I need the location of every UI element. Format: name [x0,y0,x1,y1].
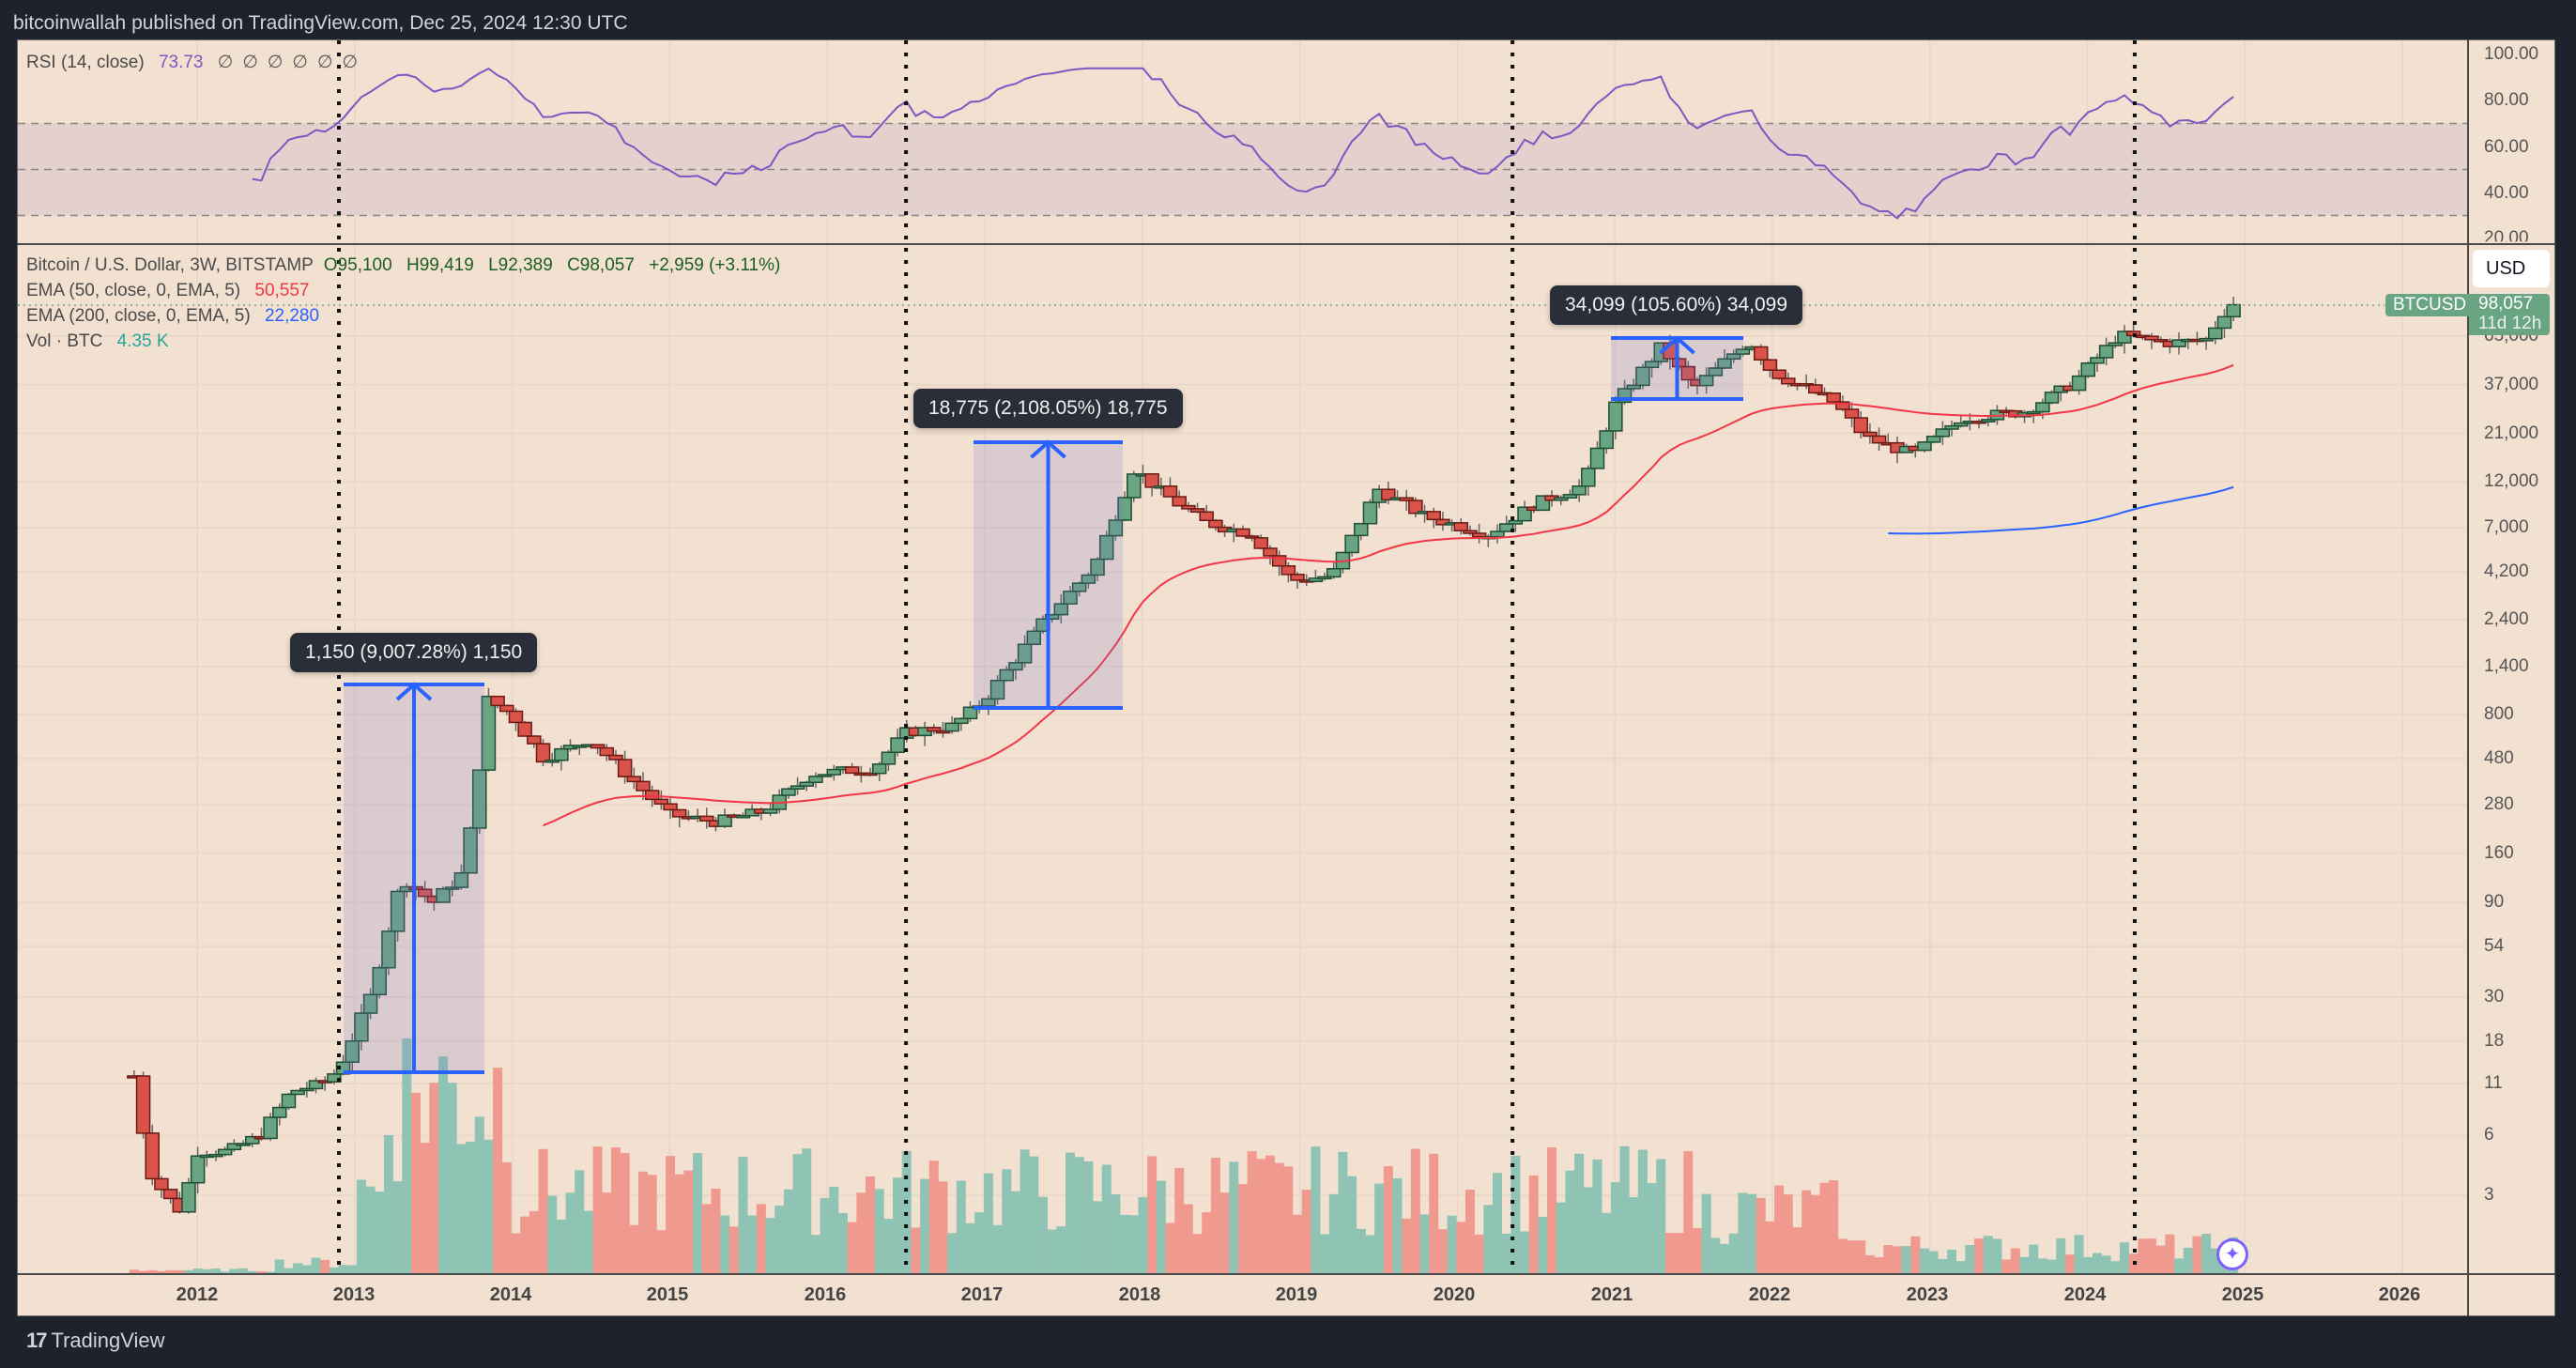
price-tick: 1,400 [2484,655,2529,676]
time-tick: 2012 [176,1284,219,1305]
time-axis-divider [17,1273,2555,1275]
price-tick: 800 [2484,704,2514,725]
volume-label: Vol · BTC [26,331,103,351]
tradingview-logo[interactable]: 17 TradingView [26,1329,165,1353]
time-tick: 2014 [489,1284,532,1305]
price-tick: 11 [2484,1072,2503,1093]
time-tick: 2016 [804,1284,847,1305]
volume-legend[interactable]: Vol · BTC 4.35 K [26,331,169,352]
price-tick: 4,200 [2484,561,2529,582]
tv-logo-icon: 17 [26,1329,48,1352]
price-tick: 54 [2484,936,2505,957]
time-tick: 2017 [960,1284,1004,1305]
price-tick: 3 [2484,1185,2494,1205]
ema50-value: 50,557 [254,281,310,300]
price-tick: 6 [2484,1125,2494,1145]
rsi-value: 73.73 [158,53,204,72]
price-tick: 30 [2484,986,2505,1007]
time-tick: 2023 [1906,1284,1949,1305]
symbol-title: Bitcoin / U.S. Dollar, 3W, BITSTAMP [26,255,314,275]
pane-divider[interactable] [17,243,2555,245]
ema50-label: EMA (50, close, 0, EMA, 5) [26,281,241,300]
time-tick: 2025 [2221,1284,2264,1305]
price-tick: 280 [2484,794,2514,815]
rsi-empty-values: ∅∅∅∅∅∅ [217,53,368,72]
time-tick: 2015 [646,1284,689,1305]
time-tick: 2020 [1433,1284,1476,1305]
measure-label-2017[interactable]: 18,775 (2,108.05%) 18,775 [913,389,1183,428]
currency-button[interactable]: USD [2473,250,2550,287]
price-tick: 21,000 [2484,423,2539,443]
ema200-legend[interactable]: EMA (200, close, 0, EMA, 5) 22,280 [26,306,319,327]
ema200-value: 22,280 [264,306,320,326]
price-tick: 37,000 [2484,374,2539,394]
price-tick: 480 [2484,747,2514,768]
rsi-tick: 60.00 [2484,137,2529,157]
price-tick: 90 [2484,892,2505,913]
time-tick: 2013 [332,1284,376,1305]
last-price: 98,057 [2478,294,2534,314]
time-tick: 2022 [1748,1284,1791,1305]
low-value: L92,389 [488,255,553,275]
time-tick: 2018 [1118,1284,1161,1305]
measure-label-2021[interactable]: 34,099 (105.60%) 34,099 [1550,285,1803,325]
change-value: +2,959 (+3.11%) [649,255,781,275]
rsi-tick: 40.00 [2484,183,2529,203]
price-tick: 160 [2484,842,2514,863]
measure-label-2013[interactable]: 1,150 (9,007.28%) 1,150 [290,633,538,672]
symbol-price-tag: BTCUSD [2385,294,2475,316]
price-tick: 2,400 [2484,609,2529,630]
brand-text: TradingView [51,1329,165,1352]
rsi-tick: 80.00 [2484,90,2529,110]
high-value: H99,419 [406,255,474,275]
open-value: O95,100 [323,255,392,275]
ema200-label: EMA (200, close, 0, EMA, 5) [26,306,251,326]
rsi-tick: 20.00 [2484,228,2529,248]
bar-countdown: 11d 12h [2478,314,2542,333]
volume-value: 4.35 K [116,331,169,351]
price-tick: 7,000 [2484,517,2529,538]
price-tick: 18 [2484,1030,2505,1051]
time-tick: 2024 [2063,1284,2107,1305]
price-tick: 12,000 [2484,470,2539,491]
time-tick: 2021 [1590,1284,1633,1305]
last-price-tag: 98,057 11d 12h [2469,294,2550,335]
close-value: C98,057 [567,255,635,275]
time-tick: 2026 [2378,1284,2421,1305]
rsi-label: RSI (14, close) [26,53,145,72]
symbol-legend[interactable]: Bitcoin / U.S. Dollar, 3W, BITSTAMP O95,… [26,255,780,276]
rsi-tick: 100.00 [2484,44,2539,64]
price-axis-divider [2467,39,2469,1316]
rsi-legend[interactable]: RSI (14, close) 73.73 ∅∅∅∅∅∅ [26,52,367,73]
ema50-legend[interactable]: EMA (50, close, 0, EMA, 5) 50,557 [26,281,310,301]
time-tick: 2019 [1275,1284,1318,1305]
sparkle-icon[interactable]: ✦ [2216,1238,2248,1270]
publisher-header: bitcoinwallah published on TradingView.c… [13,12,628,34]
